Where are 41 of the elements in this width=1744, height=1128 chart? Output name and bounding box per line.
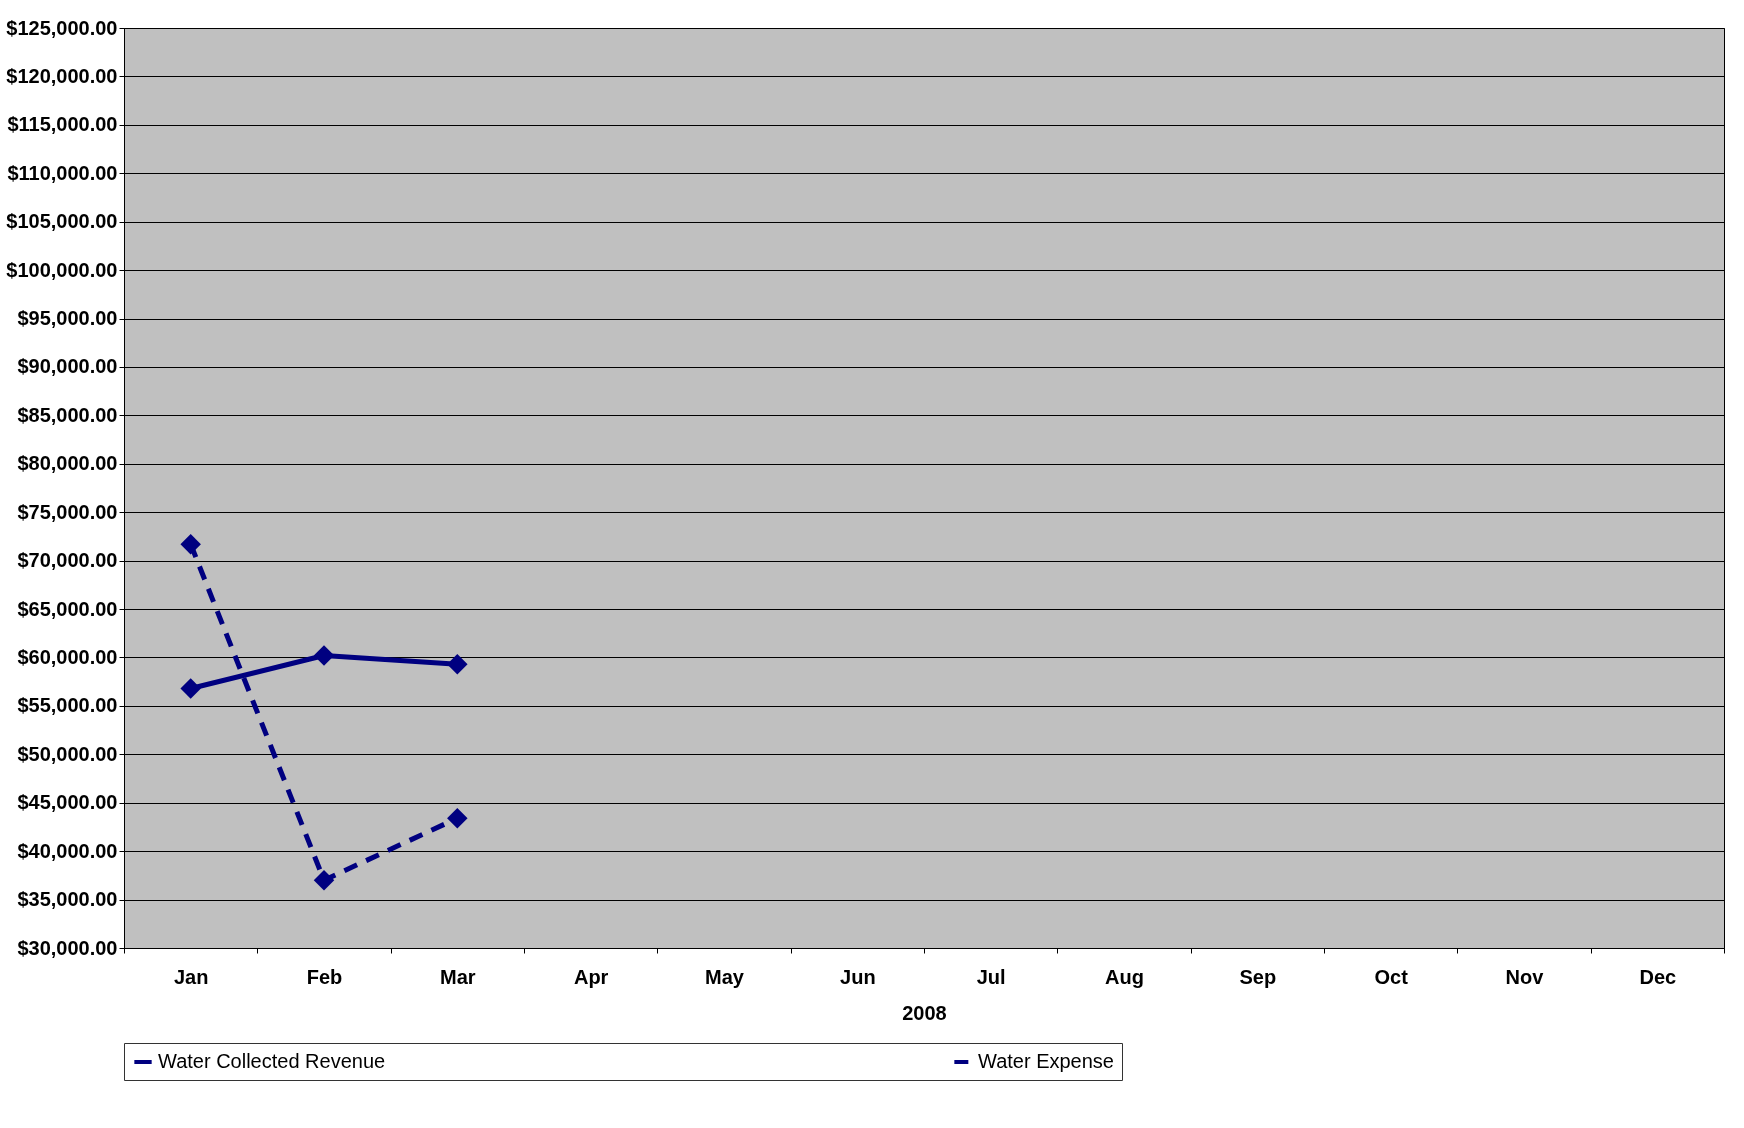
y-tick-label: $50,000.00 [17, 742, 118, 765]
point [447, 807, 468, 829]
y-tick-label: $60,000.00 [17, 645, 118, 668]
legend-label: Water Expense [978, 1050, 1114, 1072]
x-tick-label: Sep [1239, 965, 1277, 988]
y-tick-label: $95,000.00 [17, 307, 118, 330]
x-axis-title: 2008 [902, 1001, 947, 1024]
y-tick-label: $55,000.00 [17, 694, 118, 717]
y-tick-label: $65,000.00 [17, 597, 118, 620]
x-tick-label: Nov [1505, 965, 1545, 988]
x-tick-label: May [705, 965, 745, 988]
point [447, 654, 468, 675]
y-tick-label: $100,000.00 [6, 258, 118, 281]
y-tick-label: $110,000.00 [7, 161, 118, 184]
y-tick-label: $85,000.00 [17, 403, 118, 426]
y-tick-label: $45,000.00 [17, 791, 118, 814]
x-tick-label: Dec [1639, 965, 1677, 988]
point [180, 533, 201, 555]
y-tick-label: $35,000.00 [17, 888, 118, 911]
x-tick-label: Feb [306, 965, 343, 988]
point [313, 645, 335, 666]
x-tick-label: Aug [1105, 965, 1144, 988]
x-tick-label: Jul [976, 965, 1006, 988]
y-tick-label: $125,000.00 [6, 16, 118, 39]
x-tick-label: Oct [1374, 965, 1409, 988]
y-tick-label: $80,000.00 [17, 452, 118, 475]
y-tick-label: $30,000.00 [17, 936, 118, 959]
y-tick-label: $70,000.00 [17, 549, 118, 572]
y-tick-label: $105,000.00 [6, 210, 118, 233]
y-tick-label: $115,000.00 [7, 113, 118, 136]
x-tick-label: Apr [573, 965, 609, 988]
x-tick-label: Jan [173, 965, 209, 988]
y-tick-label: $75,000.00 [17, 500, 118, 523]
legend-label: Water Collected Revenue [158, 1050, 386, 1072]
x-tick-label: Jun [840, 965, 876, 988]
y-tick-label: $40,000.00 [17, 839, 118, 862]
point [313, 869, 335, 891]
x-tick-label: Mar [440, 965, 476, 988]
point [180, 678, 201, 699]
y-tick-label: $90,000.00 [17, 355, 118, 378]
y-tick-label: $120,000.00 [6, 64, 118, 87]
